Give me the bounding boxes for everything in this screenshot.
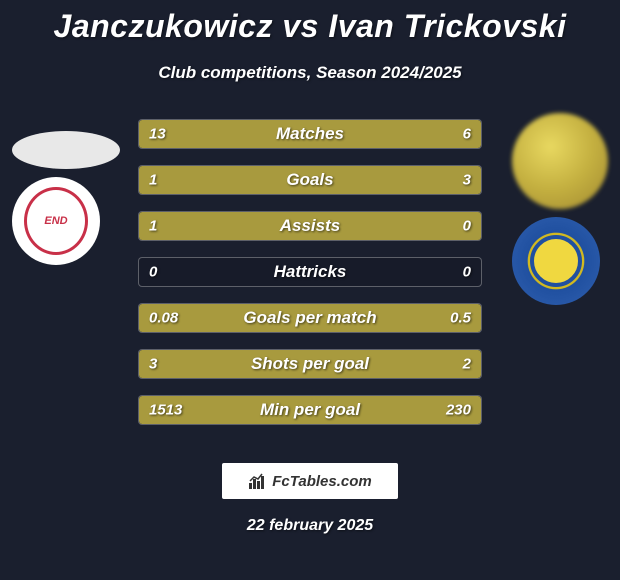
comparison-card: Janczukowicz vs Ivan Trickovski Club com… bbox=[0, 0, 620, 580]
stat-row: 136Matches bbox=[138, 119, 482, 149]
branding-text: FcTables.com bbox=[272, 473, 371, 490]
stat-label: Goals bbox=[139, 170, 481, 190]
subtitle: Club competitions, Season 2024/2025 bbox=[0, 63, 620, 83]
club-right-logo-icon bbox=[530, 235, 582, 287]
stat-row: 00Hattricks bbox=[138, 257, 482, 287]
stat-bars: 136Matches 13Goals 10Assists 00Hattricks 0.0… bbox=[138, 119, 482, 441]
player-right-club-badge bbox=[512, 217, 600, 305]
chart-icon bbox=[248, 472, 266, 490]
stats-area: 136Matches 13Goals 10Assists 00Hattricks 0.0… bbox=[0, 119, 620, 449]
stat-label: Matches bbox=[139, 124, 481, 144]
stat-row: 32Shots per goal bbox=[138, 349, 482, 379]
stat-row: 0.080.5Goals per match bbox=[138, 303, 482, 333]
stat-label: Assists bbox=[139, 216, 481, 236]
stat-label: Hattricks bbox=[139, 262, 481, 282]
stat-label: Min per goal bbox=[139, 400, 481, 420]
player-left-avatar bbox=[12, 131, 120, 169]
stat-label: Shots per goal bbox=[139, 354, 481, 374]
stat-row: 10Assists bbox=[138, 211, 482, 241]
stat-row: 13Goals bbox=[138, 165, 482, 195]
stat-row: 1513230Min per goal bbox=[138, 395, 482, 425]
date-label: 22 february 2025 bbox=[0, 517, 620, 535]
stat-label: Goals per match bbox=[139, 308, 481, 328]
player-left-column bbox=[12, 113, 120, 265]
club-left-logo-icon bbox=[24, 187, 88, 255]
player-left-club-badge bbox=[12, 177, 100, 265]
player-right-column bbox=[512, 113, 608, 305]
page-title: Janczukowicz vs Ivan Trickovski bbox=[0, 0, 620, 45]
player-right-avatar bbox=[512, 113, 608, 209]
branding-badge: FcTables.com bbox=[222, 463, 398, 499]
